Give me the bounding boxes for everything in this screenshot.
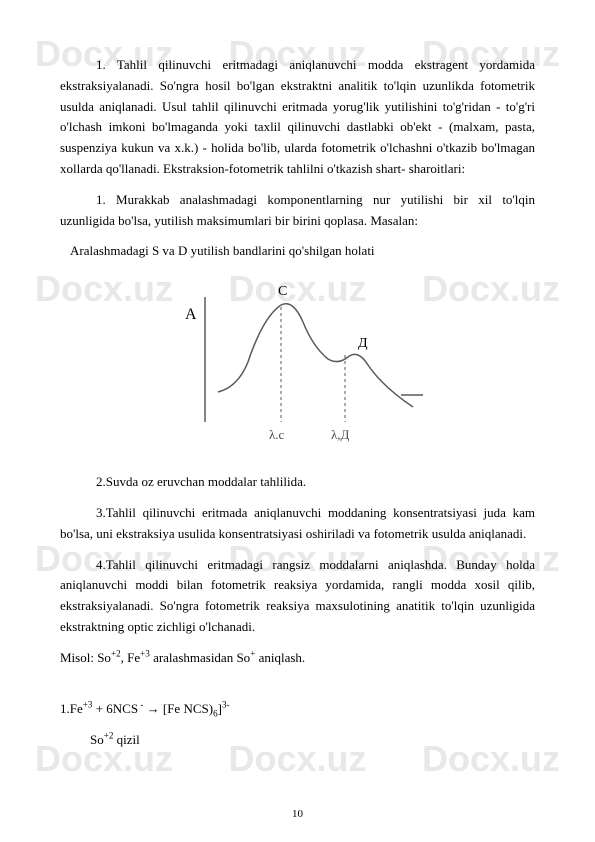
- page-content: 1. Tahlil qilinuvchi eritmadagi aniqlanu…: [60, 55, 535, 751]
- axis-lambda-d: λ,Д: [331, 427, 350, 442]
- paragraph-4: 2.Suvda oz eruvchan moddalar tahlilida.: [60, 472, 535, 493]
- text: → [Fe NCS): [143, 701, 213, 716]
- paragraph-3: Aralashmadagi S va D yutilish bandlarini…: [60, 241, 535, 262]
- formula-1: 1.Fe+3 + 6NCS - → [Fe NCS)6]3-: [60, 699, 535, 720]
- superscript: +3: [83, 700, 93, 710]
- curve-path: [218, 304, 413, 407]
- superscript: +3: [140, 648, 150, 658]
- chart-svg: A C Д λ.c λ,Д: [173, 277, 423, 452]
- text: 1.Fe: [60, 701, 83, 716]
- text: Misol: So: [60, 650, 111, 665]
- paragraph-2: 1. Murakkab analashmadagi komponentlarni…: [60, 190, 535, 232]
- superscript: +2: [111, 648, 121, 658]
- formula-2: So+2 qizil: [90, 730, 535, 751]
- label-d: Д: [358, 336, 368, 351]
- label-c: C: [278, 284, 287, 299]
- paragraph-7: Misol: So+2, Fe+3 aralashmasidan So+ ani…: [60, 648, 535, 669]
- text: aniqlash.: [255, 650, 305, 665]
- superscript: 3-: [222, 700, 230, 710]
- label-a: A: [185, 306, 197, 323]
- text: qizil: [113, 732, 139, 747]
- page-number: 10: [292, 806, 303, 824]
- text: , Fe: [121, 650, 141, 665]
- superscript: +2: [104, 731, 114, 741]
- absorption-curve-figure: A C Д λ.c λ,Д: [173, 277, 423, 452]
- text: aralashmasidan So: [150, 650, 250, 665]
- paragraph-6: 4.Tahlil qilinuvchi eritmadagi rangsiz m…: [60, 555, 535, 638]
- text: + 6NCS: [92, 701, 138, 716]
- axis-lambda-c: λ.c: [269, 427, 285, 442]
- paragraph-5: 3.Tahlil qilinuvchi eritmada aniqlanuvch…: [60, 503, 535, 545]
- paragraph-1: 1. Tahlil qilinuvchi eritmadagi aniqlanu…: [60, 55, 535, 180]
- text: So: [90, 732, 104, 747]
